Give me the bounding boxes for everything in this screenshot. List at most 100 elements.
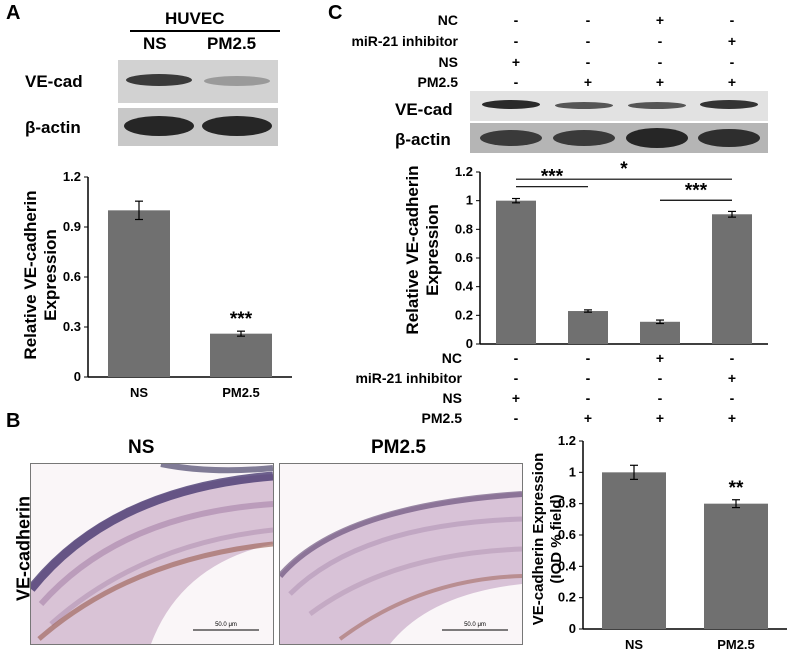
panel-c-bottom-matrix-cell-1-3: +	[727, 370, 737, 386]
chart-A-ytick-label-3: 0.9	[63, 219, 81, 234]
panel-c-top-matrix-cell-0-1: -	[585, 12, 591, 28]
micrograph-pm25-scale-bar-label: 50.0 μm	[464, 622, 486, 628]
panel-c-top-matrix-cell-2-0: +	[511, 54, 521, 70]
chart-A-ytick-label-4: 1.2	[63, 169, 81, 184]
panel-c-letter: C	[328, 2, 343, 24]
chart-a-ylabel-line1: Relative VE-cadherin	[21, 190, 40, 359]
chart-a: Relative VE-cadherin Expression 00.30.60…	[21, 169, 292, 400]
chart-A-ytick-label-0: 0	[74, 369, 81, 384]
panel-c-top-matrix-row-label-2: NS	[438, 54, 458, 70]
panel-c-bactin-blot	[470, 123, 768, 153]
panel-c-bottom-matrix-cell-3-1: +	[583, 410, 593, 426]
chart-B-bar-1	[704, 503, 768, 629]
chart-b-layer: 0 0.2 0.4 0.6 0.8 1 1.2 NS PM2.5 **	[558, 433, 787, 652]
panel-c-top-matrix-cell-1-0: -	[513, 33, 519, 49]
panel-c-bottom-matrix-cell-2-1: -	[585, 390, 591, 406]
panel-a-row-bactin: β-actin	[25, 118, 81, 137]
panel-c-bottom-matrix-cell-0-1: -	[585, 350, 591, 366]
panel-c-bottom-matrix-cell-3-0: -	[513, 410, 519, 426]
chart-B-ytick-label-1: 0.2	[558, 590, 576, 605]
chart-C-bar-1	[568, 311, 608, 344]
chart-a-significance: ***	[230, 309, 253, 330]
panel-a-cell-line-rule	[130, 30, 280, 32]
panel-a-vecad-blot	[118, 60, 278, 103]
chart-c: Relative VE-cadherin Expression 0 0.2 0.4 0…	[403, 159, 768, 351]
panel-a-cell-line: HUVEC	[165, 9, 225, 28]
chart-b-ylabel-line1: VE-cadherin Expression	[530, 453, 547, 626]
chart-a-layer: 0 0.3 0.6 0.9 1.2 NS PM2.5 ***	[63, 169, 292, 400]
panel-c-row-bactin: β-actin	[395, 130, 451, 149]
chart-A-bar-1	[210, 333, 272, 377]
chart-A-category-0: NS	[130, 385, 148, 400]
panel-c-top-matrix-cell-2-1: -	[585, 54, 591, 70]
panel-c-bottom-matrix-row-label-0: NC	[441, 350, 462, 366]
chart-c-ylabel-line1: Relative VE-cadherin	[403, 165, 422, 334]
panel-c-top-matrix-cell-2-3: -	[729, 54, 735, 70]
panel-c-bottom-matrix-row-label-2: NS	[442, 390, 462, 406]
chart-b: VE-cadherin Expression (IOD % field) 0 0.…	[530, 433, 787, 652]
chart-B-ytick-label-2: 0.4	[558, 558, 577, 573]
chart-A-ytick-label-2: 0.6	[63, 269, 81, 284]
panel-b-letter: B	[6, 410, 21, 432]
chart-b-y-axis-title: VE-cadherin Expression (IOD % field)	[530, 453, 565, 626]
panel-c-bottom-matrix-cell-2-0: +	[511, 390, 521, 406]
panel-c-bottom-matrix-cell-2-2: -	[657, 390, 663, 406]
chart-b-significance: **	[729, 478, 744, 499]
micrograph-ns: 50.0 μm	[30, 463, 274, 645]
chart-C-ytick-label-5: 1	[466, 193, 473, 208]
panel-a-lane-pm25: PM2.5	[207, 34, 257, 53]
panel-c-row-vecad: VE-cad	[395, 100, 453, 119]
chart-c-layer: 00.20.40.60.811.2 *******	[455, 159, 768, 351]
panel-c-top-matrix-cell-2-2: -	[657, 54, 663, 70]
panel-c-top-matrix-cell-1-3: +	[727, 33, 737, 49]
panel-c-top-matrix-cell-3-0: -	[513, 74, 519, 90]
panel-c-top-matrix-cell-1-1: -	[585, 33, 591, 49]
panel-a-lane-ns: NS	[143, 34, 167, 53]
panel-c-bottom-matrix-cell-1-0: -	[513, 370, 519, 386]
panel-c-bottom-matrix-row-label-3: PM2.5	[421, 410, 462, 426]
chart-C-ytick-label-0: 0	[466, 336, 473, 351]
panel-c-top-matrix-cell-3-2: +	[655, 74, 665, 90]
chart-B-ytick-label-6: 1.2	[558, 433, 576, 448]
chart-c-ylabel-line2: Expression	[423, 204, 442, 296]
chart-b-ylabel-line2: (IOD % field)	[548, 494, 565, 583]
chart-B-ytick-label-5: 1	[569, 464, 576, 479]
micrograph-ns-scale-bar-label: 50.0 μm	[215, 622, 237, 628]
chart-B-category-1: PM2.5	[717, 637, 755, 652]
micrograph-pm25: 50.0 μm	[279, 463, 523, 645]
chart-a-ylabel-line2: Expression	[41, 229, 60, 321]
chart-C-bar-2	[640, 321, 680, 344]
chart-C-ytick-label-4: 0.8	[455, 221, 473, 236]
panel-b-title-ns: NS	[128, 437, 155, 458]
panel-a-bactin-blot	[118, 108, 278, 146]
chart-c-bracket-ns-vs-inhibitor-label: *	[620, 159, 628, 180]
panel-c-vecad-blot	[470, 91, 768, 121]
panel-c-top-matrix-cell-0-3: -	[729, 12, 735, 28]
chart-B-ytick-label-4: 0.8	[558, 496, 576, 511]
panel-c-top-matrix-row-label-3: PM2.5	[417, 74, 458, 90]
panel-c-top-matrix-row-label-0: NC	[437, 12, 458, 28]
panel-c-top-matrix-cell-1-2: -	[657, 33, 663, 49]
chart-C-ytick-label-2: 0.4	[455, 279, 474, 294]
panel-c-top-matrix-row-label-1: miR-21 inhibitor	[351, 33, 458, 49]
panel-c-top-matrix-cell-3-1: +	[583, 74, 593, 90]
panel-c-bottom-matrix-cell-1-1: -	[585, 370, 591, 386]
chart-C-ytick-label-1: 0.2	[455, 307, 473, 322]
panel-c-bottom-matrix-cell-0-3: -	[729, 350, 735, 366]
chart-B-category-0: NS	[625, 637, 643, 652]
chart-c-bracket-ns-vs-pm25-label: ***	[541, 167, 564, 188]
chart-a-y-axis-title: Relative VE-cadherin Expression	[21, 190, 60, 359]
chart-c-bracket-nc-vs-inhibitor-label: ***	[685, 180, 708, 201]
panel-c-top-matrix-cell-0-0: -	[513, 12, 519, 28]
panel-b-title-pm25: PM2.5	[371, 437, 426, 458]
panel-c-bottom-matrix-cell-2-3: -	[729, 390, 735, 406]
panel-c-bottom-matrix-cell-3-2: +	[655, 410, 665, 426]
panel-c-bottom-matrix-cell-3-3: +	[727, 410, 737, 426]
panel-c-bottom-matrix-cell-1-2: -	[657, 370, 663, 386]
chart-C-bar-3	[712, 214, 752, 344]
chart-C-ytick-label-6: 1.2	[455, 164, 473, 179]
panel-a-row-vecad: VE-cad	[25, 72, 83, 91]
chart-A-category-1: PM2.5	[222, 385, 260, 400]
panel-c-top-matrix-cell-3-3: +	[727, 74, 737, 90]
panel-c-bottom-matrix-cell-0-2: +	[655, 350, 665, 366]
